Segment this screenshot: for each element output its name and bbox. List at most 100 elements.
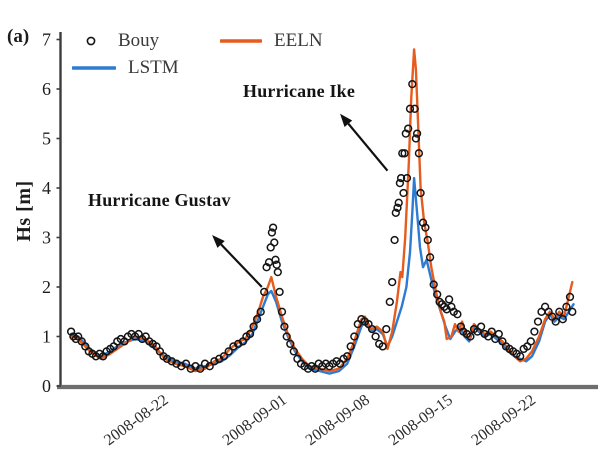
buoy-point — [416, 188, 425, 198]
buoy-point — [399, 188, 408, 198]
buoy-point — [487, 327, 496, 336]
buoy-point — [350, 332, 359, 341]
y-tick-label: 4 — [42, 178, 51, 198]
buoy-point — [267, 228, 277, 237]
buoy-point — [252, 315, 262, 324]
arrow-shaft — [347, 123, 389, 172]
buoy-point — [371, 332, 380, 341]
x-tick-label: 2008-09-22 — [469, 391, 539, 449]
x-tick-label: 2008-08-22 — [101, 391, 171, 449]
buoy-point — [249, 322, 258, 331]
buoy-point — [425, 253, 435, 262]
buoy-point — [410, 104, 419, 113]
buoy-point — [268, 223, 278, 232]
buoy-point — [395, 178, 405, 188]
buoy-point — [429, 280, 438, 289]
buoy-point — [516, 352, 525, 361]
buoy-point — [273, 267, 282, 277]
y-tick-label: 7 — [42, 30, 51, 50]
buoy-point — [289, 347, 298, 356]
legend-label-buoy: Bouy — [118, 30, 160, 51]
buoy-point — [562, 302, 571, 311]
panel-label: (a) — [7, 26, 30, 47]
buoy-point — [343, 352, 352, 361]
y-tick-label: 6 — [42, 79, 51, 99]
annotation-hurricane-gustav: Hurricane Gustav — [88, 190, 231, 210]
series-layer — [66, 48, 577, 375]
buoy-point — [280, 322, 289, 331]
buoy-point — [437, 300, 447, 309]
buoy-point — [393, 203, 402, 212]
buoy-point — [282, 332, 291, 341]
y-axis-label: Hs [m] — [13, 180, 35, 242]
buoy-point — [405, 104, 415, 113]
buoy-point — [286, 339, 295, 349]
x-tick-label: 2008-09-08 — [303, 391, 373, 449]
y-tick-label: 1 — [42, 327, 51, 347]
buoy-point — [400, 149, 409, 158]
buoy-point — [444, 295, 454, 304]
buoy-point — [219, 352, 229, 361]
y-tick-label: 2 — [42, 277, 51, 297]
buoy-point — [558, 315, 567, 324]
buoy-point — [196, 364, 205, 373]
lstm-line-icon — [72, 66, 116, 70]
buoy-point — [494, 329, 503, 339]
series-scatter-buoy — [66, 79, 577, 373]
buoy-point — [421, 223, 430, 232]
buoy-point — [388, 277, 397, 287]
buoy-point — [224, 347, 233, 356]
buoy-point — [476, 322, 486, 331]
buoy-point — [367, 324, 377, 334]
buoy-point — [346, 342, 355, 351]
buoy-point — [394, 198, 403, 207]
buoy-point — [277, 307, 287, 316]
buoy-point — [167, 357, 176, 366]
buoy-point — [423, 235, 432, 245]
arrow-head — [212, 235, 225, 248]
buoy-point — [414, 149, 424, 158]
buoy-point — [453, 310, 462, 319]
buoy-point — [565, 292, 575, 302]
buoy-point — [533, 317, 543, 326]
legend-item-eeln: EELN — [220, 30, 323, 52]
buoy-point — [568, 307, 577, 316]
buoy-point — [435, 297, 444, 307]
buoy-point — [245, 329, 255, 339]
annotation-hurricane-ike: Hurricane Ike — [243, 81, 356, 101]
y-tick-label: 3 — [42, 228, 51, 248]
buoy-point — [181, 359, 191, 368]
y-tick-label: 0 — [42, 376, 51, 396]
buoy-point — [530, 327, 539, 336]
y-tick-label: 5 — [42, 129, 51, 149]
buoy-point — [382, 324, 391, 334]
buoy-point — [526, 337, 535, 346]
x-tick-label: 2008-09-15 — [386, 391, 456, 449]
buoy-marker-icon — [86, 36, 96, 46]
arrow-shaft — [220, 243, 263, 288]
legend-item-buoy: Bouy — [84, 30, 159, 52]
buoy-point — [69, 332, 78, 341]
buoy-point — [408, 79, 417, 89]
arrow-head — [340, 113, 353, 127]
buoy-point — [404, 124, 413, 133]
buoy-point — [555, 307, 564, 316]
buoy-point — [378, 342, 387, 351]
buoy-point — [66, 327, 76, 336]
buoy-point — [271, 255, 280, 264]
buoy-point — [466, 332, 475, 341]
buoy-point — [433, 290, 442, 299]
buoy-point — [390, 235, 399, 245]
legend-item-lstm: LSTM — [72, 57, 179, 79]
buoy-point — [412, 129, 422, 138]
legend-label-lstm: LSTM — [128, 57, 179, 78]
buoy-point — [411, 134, 421, 143]
buoy-point — [551, 317, 560, 326]
buoy-point — [270, 238, 279, 247]
x-tick-label: 2008-09-01 — [220, 391, 290, 449]
legend-label-eeln: EELN — [274, 30, 323, 51]
buoy-point — [402, 173, 412, 183]
annotation-arrows — [212, 113, 389, 288]
